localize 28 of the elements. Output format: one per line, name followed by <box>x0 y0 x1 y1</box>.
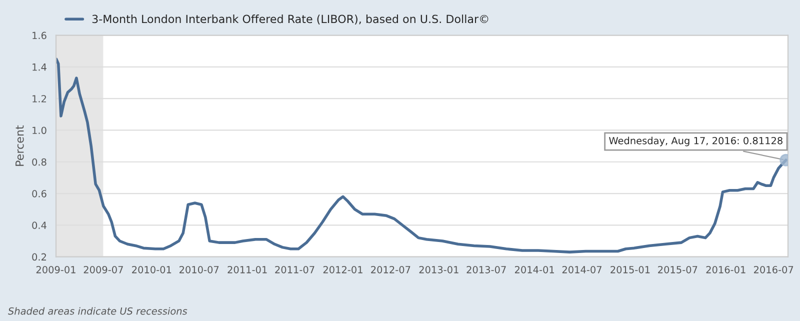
y-tick-label: 1.2 <box>32 95 46 102</box>
y-tick-label: 1.4 <box>32 64 46 71</box>
x-tick-label: 2016-01 <box>706 266 746 274</box>
annotation: Wednesday, Aug 17, 2016: 0.81128 <box>609 136 782 146</box>
x-tick-label: 2010-07 <box>180 266 219 274</box>
x-tick-label: 2013-01 <box>419 266 458 274</box>
y-tick-label: 0.4 <box>32 222 46 229</box>
x-tick-label: 2009-07 <box>84 266 123 274</box>
x-tick-label: 2012-01 <box>323 266 362 274</box>
legend-label: 3-Month London Interbank Offered Rate (LIBOR), based on U.S. Dollar© <box>92 14 488 24</box>
y-axis-title: Percent <box>16 125 24 166</box>
x-tick-label: 2014-07 <box>562 266 602 274</box>
y-tick-label: 1.6 <box>32 32 46 40</box>
y-tick-label: 0.8 <box>32 158 46 166</box>
text: Shaded areas indicate US recessions <box>8 307 188 315</box>
y-tick-label: 0.6 <box>32 190 46 198</box>
x-tick-label: 2011-07 <box>275 266 314 274</box>
x-tick-label: 2010-01 <box>132 266 172 274</box>
x-tick-label: 2015-07 <box>658 266 698 274</box>
y-tick-label: 1.0 <box>32 126 46 134</box>
x-tick-label: 2014-01 <box>514 266 554 274</box>
y-tick-label: 0.2 <box>32 253 46 261</box>
x-tick-label: 2009-01 <box>36 266 76 274</box>
x-tick-label: 2016-07 <box>754 266 794 274</box>
x-tick-label: 2012-07 <box>371 266 410 274</box>
x-tick-label: 2013-07 <box>466 266 506 274</box>
x-tick-label: 2011-01 <box>228 266 267 274</box>
x-tick-label: 2015-01 <box>610 266 650 274</box>
